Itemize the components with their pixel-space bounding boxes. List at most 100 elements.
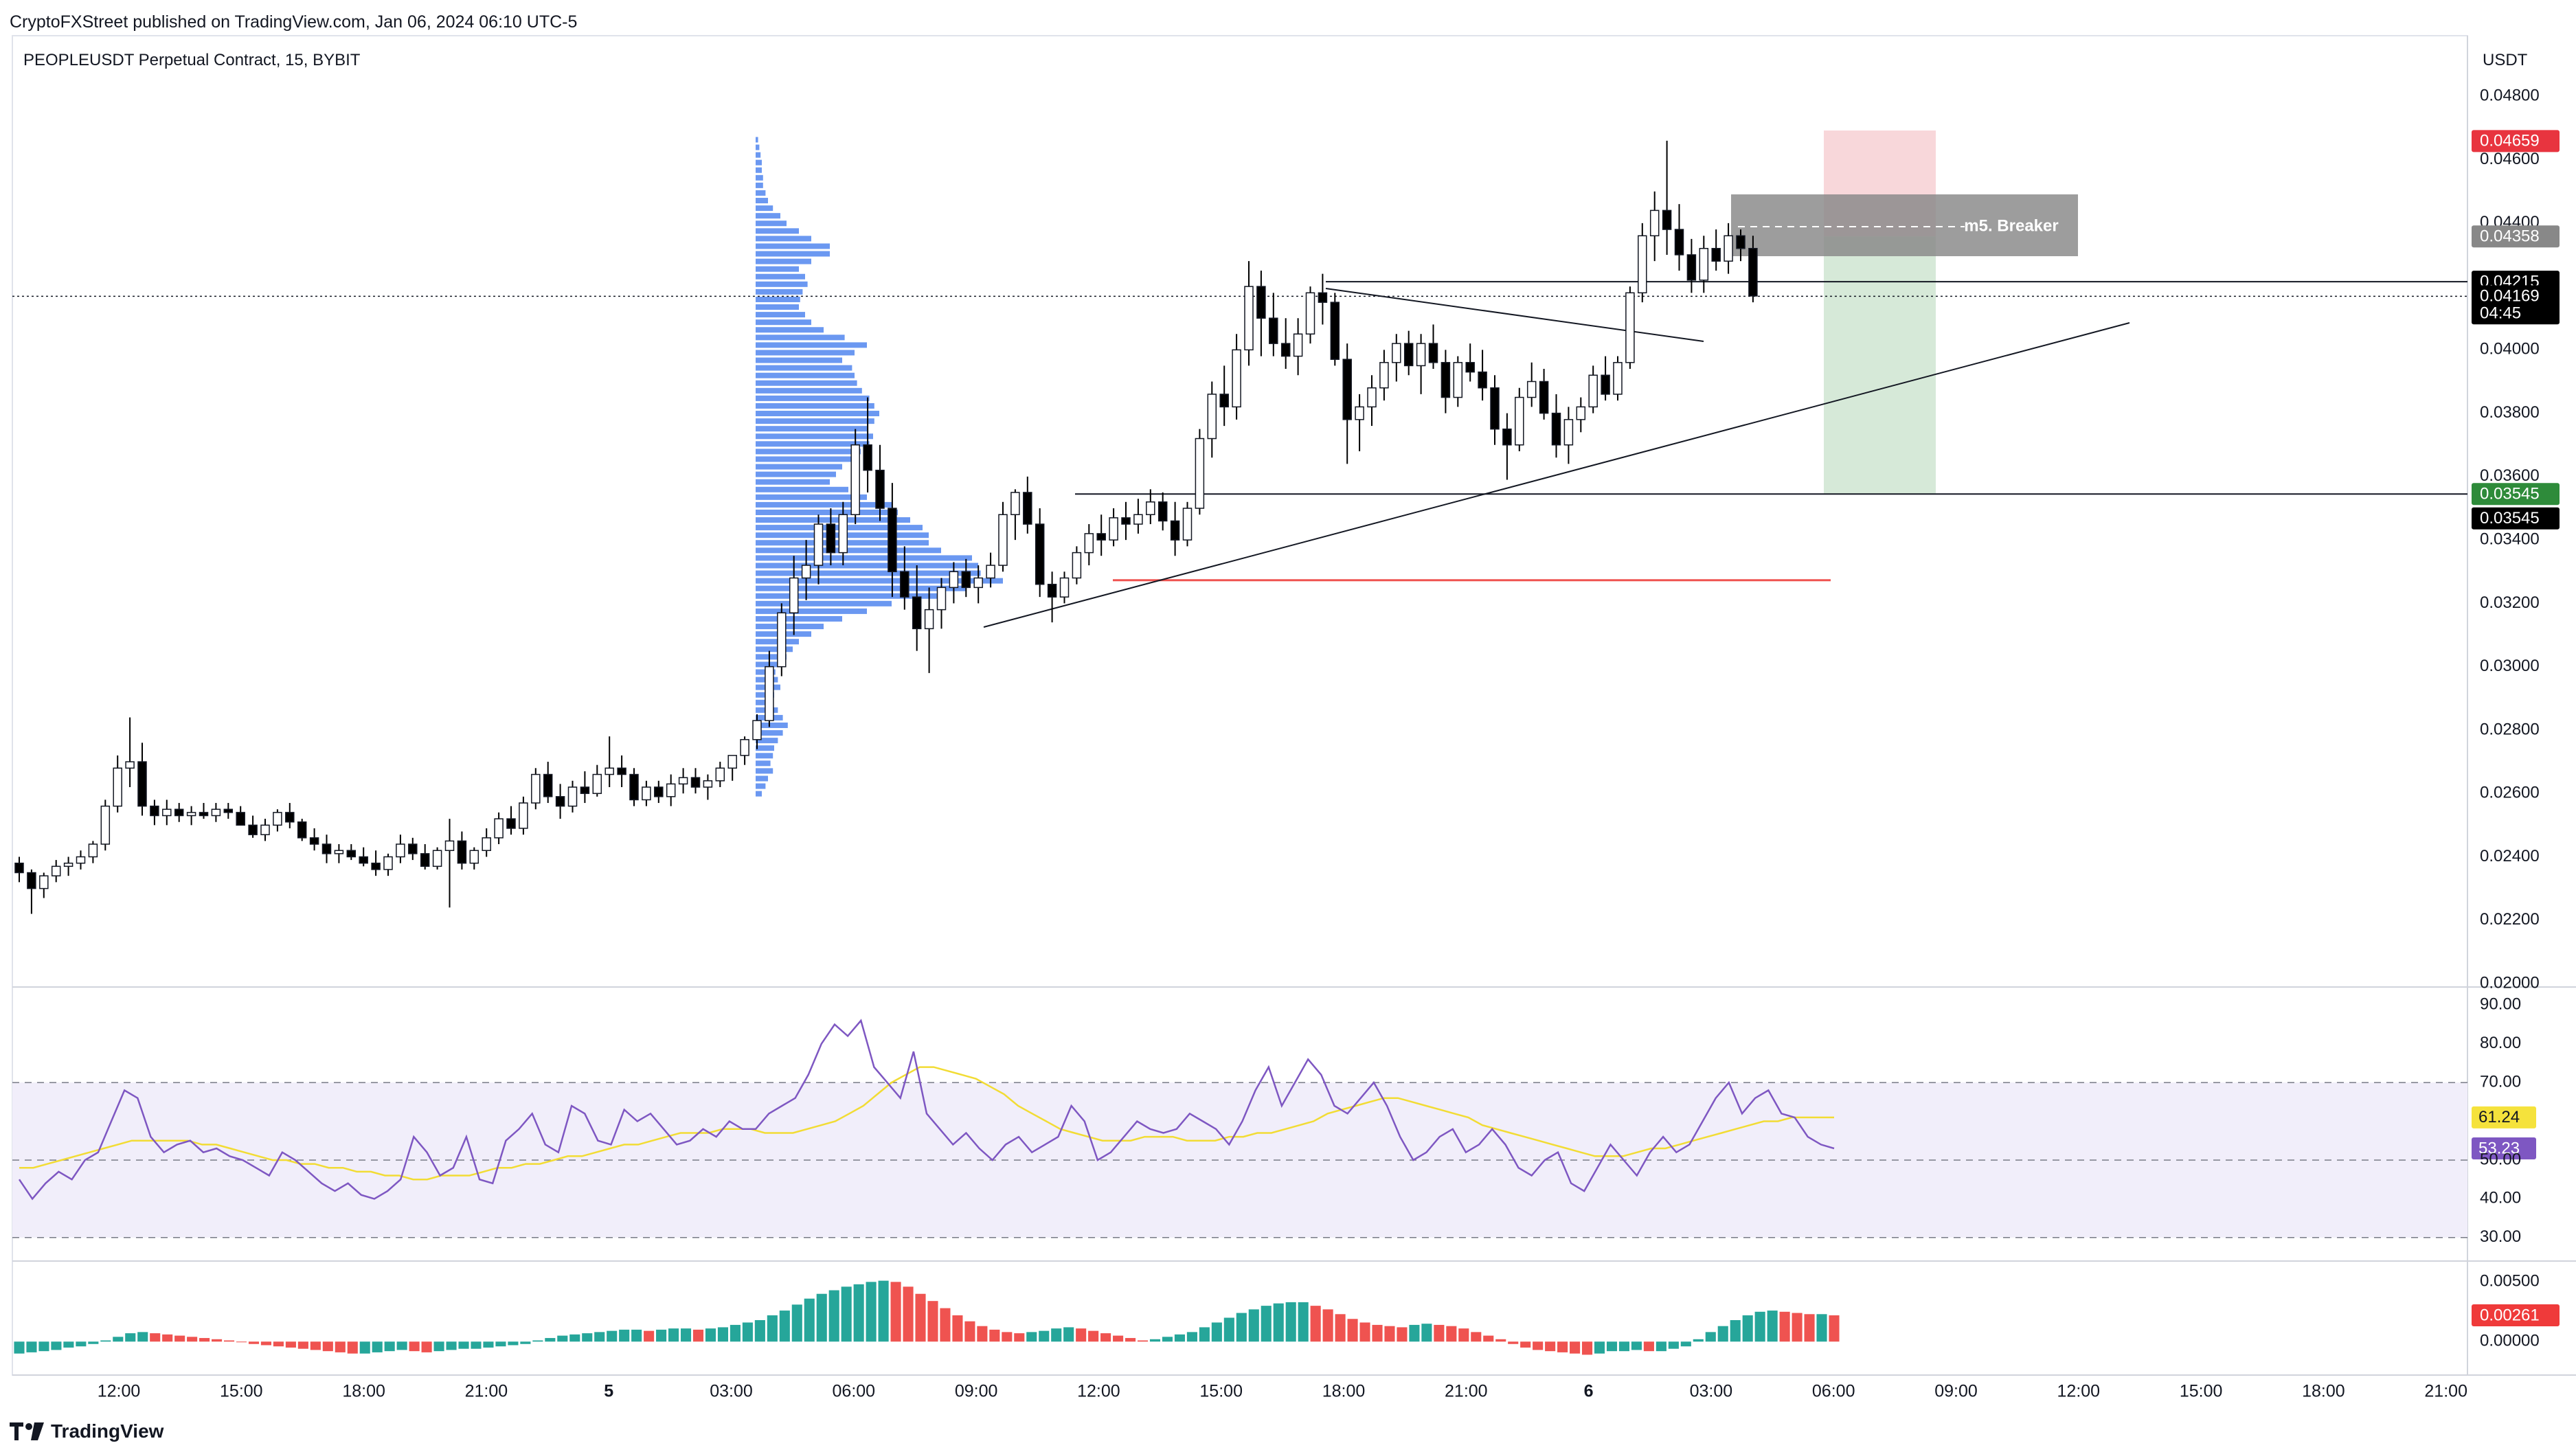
volume-profile-bar	[756, 608, 867, 614]
tradingview-brand[interactable]: TradingView	[10, 1419, 163, 1444]
histogram-bar	[569, 1334, 580, 1342]
candle-body	[765, 666, 774, 721]
candle-body	[1588, 374, 1598, 408]
volume-profile-bar	[756, 433, 873, 440]
histogram-bar	[1384, 1326, 1395, 1342]
volume-profile-bar	[756, 494, 867, 500]
histogram-bar	[174, 1335, 185, 1342]
volume-profile-bar	[756, 555, 972, 561]
histogram-bar	[940, 1308, 951, 1342]
histogram-bar	[1248, 1309, 1259, 1342]
time-tick-label: 09:00	[1934, 1382, 1978, 1401]
volume-profile-bar	[756, 357, 842, 363]
rsi-pane[interactable]: 61.24 53.23	[12, 1019, 2536, 1238]
volume-profile-bar	[756, 296, 800, 302]
histogram-bar	[162, 1334, 173, 1342]
histogram-bar	[409, 1341, 420, 1352]
volume-profile-bar	[756, 775, 768, 782]
histogram-bar	[483, 1341, 494, 1348]
volume-profile-bar	[756, 395, 870, 401]
candle-body	[678, 777, 688, 785]
histogram-bar	[1039, 1330, 1050, 1342]
histogram-bar	[1002, 1332, 1013, 1342]
volume-profile-bar	[756, 387, 862, 394]
volume-profile-bar	[756, 745, 774, 751]
candle-body	[1195, 438, 1205, 509]
time-tick-label: 15:00	[2180, 1382, 2223, 1401]
candle-body	[998, 514, 1008, 566]
histogram-bar	[347, 1341, 358, 1354]
price-axis[interactable]: 0.048000.046000.044000.040000.038000.036…	[2480, 87, 2540, 1350]
candle-body	[396, 843, 405, 858]
candle-body	[1551, 412, 1561, 446]
candle-body	[1269, 317, 1278, 344]
volume-profile-bar	[756, 501, 892, 508]
histogram-bar	[1186, 1332, 1197, 1342]
histogram-bar	[372, 1341, 383, 1352]
candle-body	[346, 850, 357, 858]
symbol-title[interactable]: PEOPLEUSDT Perpetual Contract, 15, BYBIT	[23, 51, 361, 69]
volume-profile-bar	[756, 350, 855, 356]
candle-body	[900, 571, 909, 598]
candle-body	[174, 808, 184, 817]
candle-body	[580, 786, 590, 794]
histogram-bar	[471, 1341, 482, 1349]
histogram-bar	[619, 1329, 630, 1342]
position-zones[interactable]: m5. Breaker	[1731, 131, 2078, 495]
histogram-bar	[1520, 1341, 1531, 1348]
histogram-bar	[508, 1341, 519, 1346]
histogram-bar	[1705, 1332, 1716, 1342]
candlestick-series[interactable]	[14, 140, 1758, 914]
histogram-pane[interactable]: 0.00261	[14, 1280, 2560, 1355]
time-tick-label: 03:00	[710, 1382, 753, 1401]
histogram-bar	[1557, 1341, 1568, 1352]
histogram-bar	[446, 1341, 457, 1350]
histogram-bar	[1717, 1326, 1728, 1342]
volume-profile-bar	[756, 441, 870, 447]
histogram-bar	[1026, 1332, 1037, 1342]
price-tick-label: 0.03800	[2480, 403, 2540, 422]
histogram-bar	[692, 1329, 704, 1342]
candle-body	[605, 767, 614, 775]
candle-body	[801, 565, 811, 579]
drawing-lines[interactable]	[12, 281, 2467, 628]
time-axis[interactable]: 12:00 15:00 18:00 21:00 5 03:00 06:00 09:00 12:0…	[98, 1382, 2467, 1401]
candle-body	[88, 843, 98, 858]
candle-body	[1453, 362, 1463, 398]
histogram-bar	[1088, 1330, 1099, 1342]
rsi-line	[18, 1019, 1835, 1201]
histogram-bar	[1545, 1341, 1556, 1352]
candle-body	[186, 812, 196, 817]
candle-body	[1576, 406, 1586, 420]
histogram-bar	[644, 1330, 655, 1342]
volume-profile-bar	[756, 137, 758, 143]
histogram-tick-label: 0.00000	[2480, 1332, 2540, 1350]
histogram-bar	[1100, 1333, 1111, 1342]
candle-body	[789, 577, 799, 614]
histogram-bar	[63, 1341, 74, 1348]
histogram-bar	[1236, 1313, 1247, 1342]
candle-body	[1367, 387, 1377, 408]
candle-body	[63, 862, 74, 867]
tradingview-logo-icon	[10, 1422, 44, 1440]
histogram-bar	[927, 1301, 938, 1342]
publisher-caption: CryptoFXStreet published on TradingView.…	[10, 12, 578, 32]
time-tick-label: 6	[1584, 1382, 1594, 1401]
histogram-bar	[1199, 1327, 1210, 1342]
candle-body	[273, 812, 282, 826]
candle-body	[1748, 247, 1758, 297]
candle-body	[1207, 394, 1217, 440]
volume-profile-bar	[756, 418, 874, 424]
histogram-bar	[1767, 1311, 1778, 1342]
histogram-bar	[1174, 1334, 1185, 1342]
volume-profile-bar	[756, 319, 811, 326]
volume-profile-bar	[756, 783, 766, 789]
price-label-text: 0.04659	[2480, 132, 2540, 150]
candle-body	[113, 767, 122, 807]
volume-profile-bar	[756, 768, 773, 774]
candle-body	[813, 523, 824, 566]
time-tick-label: 15:00	[1199, 1382, 1243, 1401]
histogram-bar	[841, 1286, 852, 1342]
candle-body	[1711, 247, 1721, 262]
